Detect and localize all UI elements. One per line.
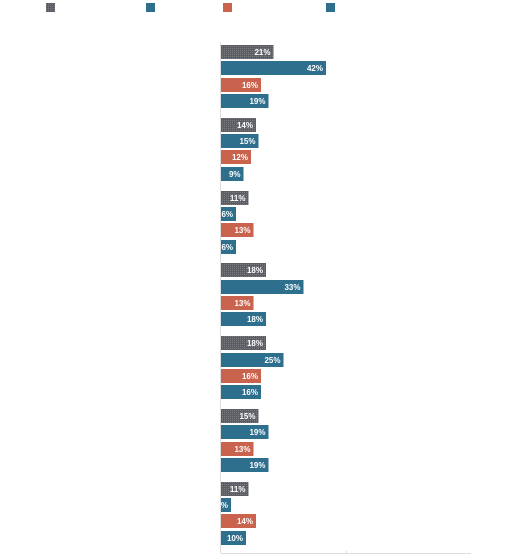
bar-group-7-series-2: [221, 498, 231, 512]
bar-label-group-4-series-2: 33%: [284, 283, 300, 292]
axes: [220, 42, 471, 554]
bar-label-group-6-series-1: 15%: [239, 412, 255, 421]
bar-label-group-5-series-1: 18%: [247, 339, 263, 348]
bar-label-group-4-series-4: 18%: [247, 315, 263, 324]
bar-label-group-6-series-4: 19%: [249, 461, 265, 470]
bar-group-7-series-1: [221, 482, 249, 496]
bar-group-1-series-4: [221, 94, 269, 108]
bar-label-group-7-series-4: 10%: [227, 534, 243, 543]
bar-label-group-2-series-4: 9%: [229, 170, 241, 179]
bar-group-4-series-4: [221, 312, 266, 326]
bar-group-5-series-1: [221, 336, 266, 350]
bar-group-2-series-2: [221, 134, 259, 148]
bar-group-1-series-1: [221, 45, 274, 59]
bar-label-group-4-series-3: 13%: [234, 299, 250, 308]
bar-group-4-series-2: [221, 280, 304, 294]
bar-group-2-series-4: [221, 167, 244, 181]
bar-group-5-series-2: [221, 353, 284, 367]
bar-group-1-series-2: [221, 61, 326, 75]
bar-group-3-series-4: [221, 240, 236, 254]
legend-swatch-2: [146, 3, 155, 12]
bar-group-2-series-3: [221, 150, 251, 164]
bar-label-group-3-series-4: 6%: [221, 243, 233, 252]
bar-group-6-series-1: [221, 409, 259, 423]
bar-label-group-6-series-2: 19%: [249, 428, 265, 437]
bar-group-7-series-3: [221, 514, 256, 528]
bar-group-3-series-2: [221, 207, 236, 221]
bar-label-group-2-series-1: 14%: [237, 121, 253, 130]
bar-group-2-series-1: [221, 118, 256, 132]
bar-group-5-series-4: [221, 385, 261, 399]
legend-swatch-3: [223, 3, 232, 12]
bar-group-3-series-1: [221, 191, 249, 205]
bar-label-group-1-series-1: 21%: [254, 48, 270, 57]
bar-label-group-1-series-3: 16%: [242, 81, 258, 90]
bar-label-group-6-series-3: 13%: [234, 445, 250, 454]
bar-label-group-3-series-3: 13%: [234, 226, 250, 235]
bar-group-3-series-3: [221, 223, 254, 237]
bars: 21%42%16%19%14%15%12%9%11%6%13%6%18%33%1…: [216, 45, 326, 545]
bar-label-group-3-series-1: 11%: [230, 194, 246, 203]
bar-label-group-2-series-2: 15%: [239, 137, 255, 146]
bar-group-4-series-3: [221, 296, 254, 310]
legend: [46, 3, 335, 12]
bar-label-group-7-series-1: 11%: [230, 485, 246, 494]
bar-label-group-7-series-3: 14%: [237, 517, 253, 526]
bar-label-group-2-series-3: 12%: [232, 153, 248, 162]
bar-group-7-series-4: [221, 531, 246, 545]
bar-group-4-series-1: [221, 263, 266, 277]
bar-label-group-1-series-4: 19%: [249, 97, 265, 106]
bar-group-6-series-2: [221, 425, 269, 439]
bar-label-group-4-series-1: 18%: [247, 266, 263, 275]
bar-label-group-5-series-3: 16%: [242, 372, 258, 381]
bar-group-1-series-3: [221, 78, 261, 92]
bar-label-group-5-series-4: 16%: [242, 388, 258, 397]
bar-group-5-series-3: [221, 369, 261, 383]
bar-label-group-7-series-2: 4%: [216, 501, 228, 510]
bar-label-group-5-series-2: 25%: [264, 356, 280, 365]
bar-group-6-series-4: [221, 458, 269, 472]
bar-label-group-3-series-2: 6%: [221, 210, 233, 219]
legend-swatch-4: [326, 3, 335, 12]
legend-swatch-1: [46, 3, 55, 12]
bar-label-group-1-series-2: 42%: [307, 64, 323, 73]
bar-group-6-series-3: [221, 442, 254, 456]
